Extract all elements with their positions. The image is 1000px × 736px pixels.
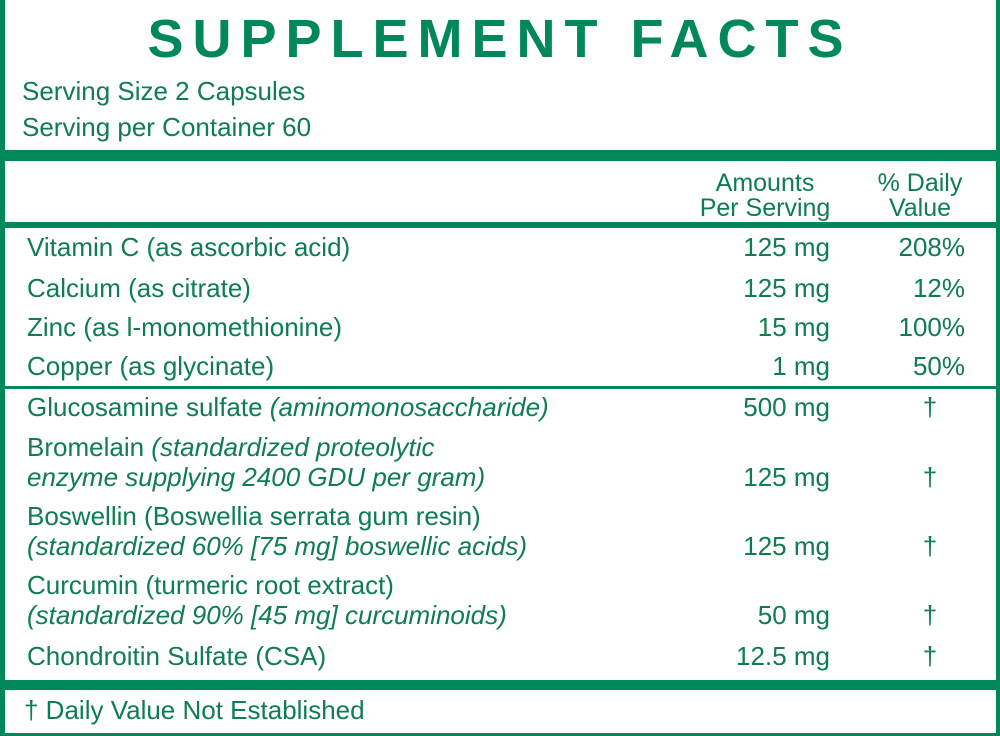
divider-thin	[0, 386, 1000, 389]
ingredient-name: Bromelain (standardized proteolytic	[27, 432, 435, 462]
ingredient-amount: 125 mg	[743, 462, 830, 492]
nutrient-name: Zinc (as l-monomethionine)	[27, 312, 343, 342]
dv-header-line1: % Daily	[877, 169, 963, 197]
ingredient-amount: 125 mg	[743, 531, 830, 561]
ingredient-name: Boswellin (Boswellia serrata gum resin)	[27, 501, 481, 531]
nutrient-dv: 12%	[912, 273, 965, 303]
amount-header: Amounts Per Serving	[690, 171, 840, 221]
serving-size: Serving Size 2 Capsules	[22, 76, 306, 106]
ingredient-desc: (standardized 60% [75 mg] boswellic acid…	[27, 531, 528, 561]
divider-medium	[0, 222, 1000, 228]
dv-header: % Daily Value	[860, 171, 980, 221]
ingredient-name: Curcumin (turmeric root extract)	[27, 570, 394, 600]
divider-thick-bottom	[0, 680, 1000, 690]
nutrient-amount: 15 mg	[757, 312, 830, 342]
ingredient-name-text: Glucosamine sulfate	[27, 392, 263, 422]
ingredient-desc: enzyme supplying 2400 GDU per gram)	[27, 462, 486, 492]
ingredient-desc: (aminomonosaccharide)	[269, 392, 549, 422]
servings-per-container: Serving per Container 60	[22, 112, 312, 142]
ingredient-amount: 50 mg	[757, 600, 830, 630]
label-title: SUPPLEMENT FACTS	[147, 9, 853, 69]
nutrient-name: Copper (as glycinate)	[27, 351, 275, 381]
ingredient-desc: (standardized proteolytic	[151, 432, 435, 462]
ingredient-name-text: Bromelain	[27, 432, 145, 462]
nutrient-name: Calcium (as citrate)	[27, 273, 251, 303]
nutrient-amount: 1 mg	[772, 351, 830, 381]
nutrient-dv: 100%	[898, 312, 966, 342]
ingredient-desc: (standardized 90% [45 mg] curcuminoids)	[27, 600, 507, 630]
dagger-mark: †	[922, 462, 938, 492]
ingredient-amount: 500 mg	[743, 392, 830, 422]
ingredient-name: Glucosamine sulfate (aminomonosaccharide…	[27, 392, 549, 422]
nutrient-dv: 50%	[912, 351, 965, 381]
nutrient-amount: 125 mg	[743, 273, 830, 303]
nutrient-name: Vitamin C (as ascorbic acid)	[27, 232, 351, 262]
nutrient-dv: 208%	[898, 232, 966, 262]
nutrient-amount: 125 mg	[743, 232, 830, 262]
footnote: † Daily Value Not Established	[24, 695, 365, 725]
dagger-mark: †	[922, 392, 938, 422]
ingredient-name: Chondroitin Sulfate (CSA)	[27, 641, 327, 671]
dv-header-line2: Value	[888, 194, 952, 222]
amount-header-line1: Amounts	[715, 169, 815, 197]
amount-header-line2: Per Serving	[699, 194, 831, 222]
dagger-mark: †	[922, 531, 938, 561]
ingredient-amount: 12.5 mg	[736, 641, 830, 671]
dagger-mark: †	[922, 641, 938, 671]
dagger-mark: †	[922, 600, 938, 630]
divider-thick	[0, 150, 1000, 161]
